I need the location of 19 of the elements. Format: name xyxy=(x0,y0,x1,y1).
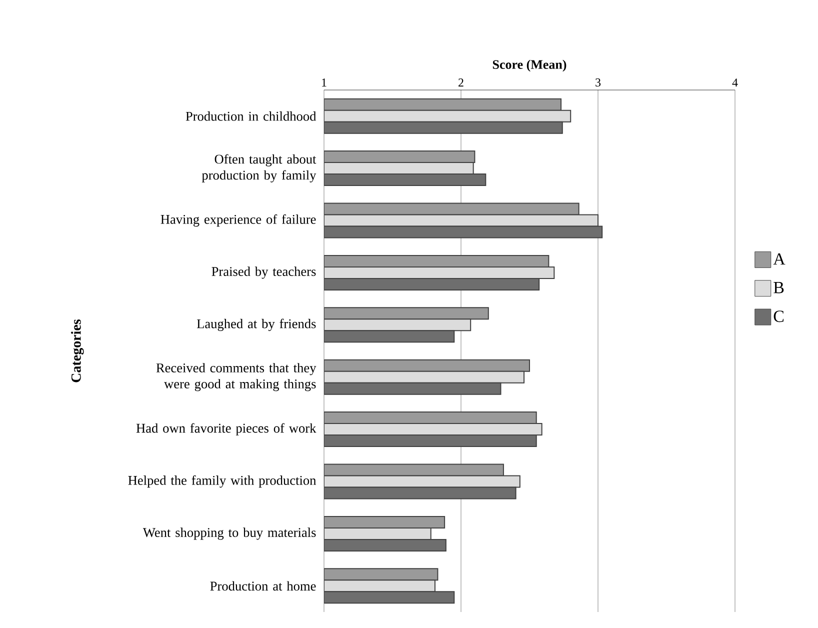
y-tick-label: Helped the family with production xyxy=(128,475,316,488)
y-tick-label: Production at home xyxy=(210,581,316,591)
y-tick-label: Had own favorite pieces of work xyxy=(136,423,316,436)
x-tick-label: 2 xyxy=(458,78,464,86)
legend-label: A xyxy=(773,253,786,265)
y-tick-label: Laughed at by friends xyxy=(196,318,316,332)
y-tick-label: Production in childhood xyxy=(186,111,316,121)
y-tick-label: Praised by teachers xyxy=(212,266,316,279)
y-tick-label: Went shopping to buy materials xyxy=(142,528,316,540)
x-tick-label: 3 xyxy=(596,78,601,86)
x-tick-label: 1 xyxy=(322,78,326,86)
y-tick-label: Often taught about production by family xyxy=(202,154,316,182)
x-tick-label: 4 xyxy=(732,78,738,86)
legend-label: C xyxy=(774,310,784,322)
y-tick-label: Having experience of failure xyxy=(160,214,316,227)
x-axis-title: Score (Mean) xyxy=(492,60,566,72)
y-axis-title: Categories xyxy=(70,319,84,382)
legend-label: B xyxy=(774,282,784,294)
y-tick-label: Received comments that they were good at making things xyxy=(156,363,316,392)
